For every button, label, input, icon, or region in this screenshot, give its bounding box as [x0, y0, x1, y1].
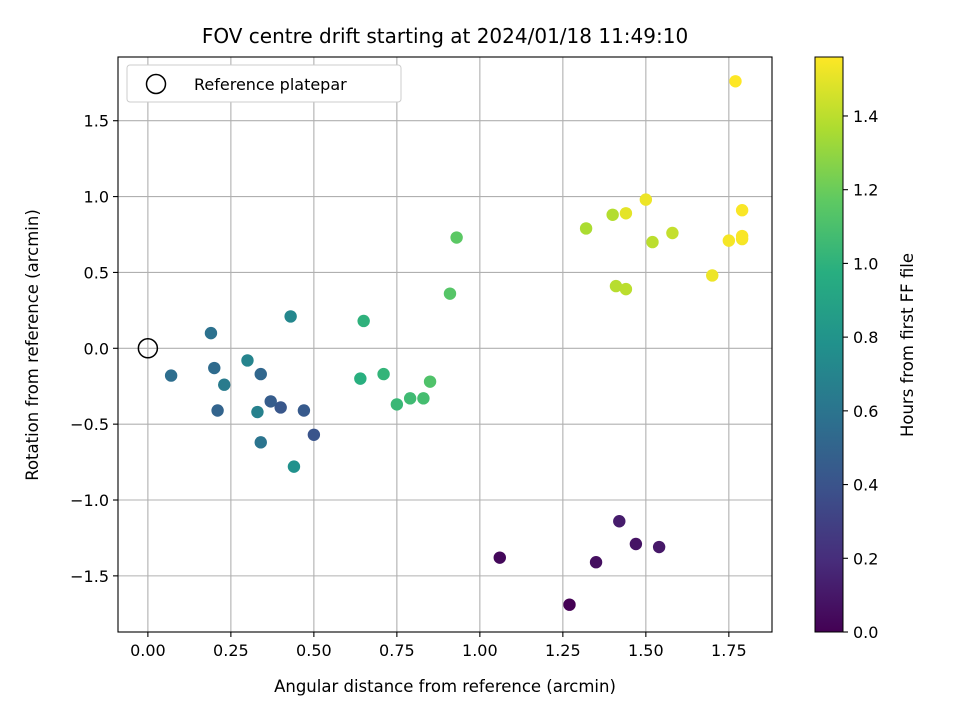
y-axis-ticks: −1.5 −1.0 −0.5 0.0 0.5 1.0 1.5: [70, 112, 118, 586]
chart-title: FOV centre drift starting at 2024/01/18 …: [202, 24, 688, 48]
plot-frame: [117, 56, 773, 633]
colorbar-gradient: [814, 56, 844, 633]
data-point: [287, 460, 301, 473]
x-tick-label: 0.00: [130, 641, 166, 660]
x-axis-ticks: 0.00 0.25 0.50 0.75 1.00 1.25 1.50 1.75: [130, 632, 747, 660]
data-point: [609, 279, 623, 293]
colorbar: 0.0 0.2 0.4 0.6 0.8 1.0 1.2 1.4 Hours from firs…: [814, 56, 917, 642]
colorbar-ticks: 0.0 0.2 0.4 0.6 0.8 1.0 1.2 1.4: [843, 107, 878, 642]
data-point: [450, 231, 463, 244]
colorbar-tick-label: 1.2: [853, 181, 878, 200]
x-tick-label: 0.50: [296, 641, 332, 660]
data-point: [274, 401, 287, 414]
data-point: [735, 229, 749, 243]
data-point: [579, 222, 593, 235]
data-point: [619, 207, 633, 220]
data-point: [254, 367, 267, 381]
data-point: [722, 234, 736, 247]
legend: Reference platepar: [126, 64, 402, 103]
data-point: [390, 398, 404, 411]
y-tick-label: 1.5: [84, 112, 109, 131]
x-tick-label: 0.75: [379, 641, 415, 660]
data-point: [204, 326, 218, 340]
legend-entry-reference: Reference platepar: [194, 75, 347, 94]
data-point: [443, 287, 457, 300]
colorbar-label: Hours from first FF file: [898, 253, 917, 437]
x-tick-label: 0.25: [213, 641, 249, 660]
colorbar-tick-label: 0.0: [853, 623, 878, 642]
data-point: [417, 392, 430, 405]
data-point: [251, 405, 264, 419]
colorbar-tick-label: 0.4: [853, 476, 878, 495]
data-point: [357, 314, 370, 328]
y-tick-label: 1.0: [84, 188, 109, 207]
colorbar-tick-label: 0.8: [853, 328, 878, 347]
x-tick-label: 1.25: [545, 641, 581, 660]
data-point: [652, 540, 666, 554]
grid: [118, 57, 772, 632]
y-axis-label: Rotation from reference (arcmin): [23, 209, 42, 481]
legend-marker: [145, 73, 167, 95]
data-point: [241, 354, 254, 367]
colorbar-tick-label: 0.6: [853, 402, 878, 421]
data-point: [264, 395, 277, 408]
y-tick-label: 0.0: [84, 339, 109, 358]
x-tick-label: 1.00: [462, 641, 498, 660]
data-point: [563, 598, 576, 611]
data-point: [589, 556, 603, 569]
data-point: [284, 310, 297, 323]
y-tick-label: −0.5: [70, 415, 109, 434]
x-axis-label: Angular distance from reference (arcmin): [274, 677, 616, 696]
y-tick-label: 0.5: [84, 263, 109, 282]
data-point: [619, 282, 633, 296]
data-point: [208, 361, 221, 375]
data-point: [307, 428, 321, 441]
data-point: [377, 367, 390, 381]
data-point: [164, 369, 178, 382]
y-tick-label: −1.0: [70, 491, 109, 510]
data-point: [729, 75, 742, 88]
reference-marker: [137, 338, 159, 359]
data-point: [629, 537, 643, 551]
data-point: [666, 226, 679, 240]
y-tick-label: −1.5: [70, 567, 109, 586]
colorbar-tick-label: 1.0: [853, 254, 878, 273]
data-point: [493, 551, 506, 564]
data-points: [164, 75, 749, 611]
data-point: [613, 515, 626, 528]
data-point: [354, 372, 367, 385]
data-point: [423, 375, 437, 388]
data-point: [403, 392, 417, 405]
data-point: [254, 436, 267, 449]
legend-box: [126, 64, 402, 103]
data-point: [639, 193, 653, 206]
data-point: [735, 204, 749, 217]
data-point: [706, 269, 719, 282]
colorbar-tick-label: 1.4: [853, 107, 878, 126]
x-tick-label: 1.50: [628, 641, 664, 660]
data-point: [218, 378, 231, 391]
data-point: [297, 404, 311, 417]
data-point: [646, 235, 659, 249]
data-point: [211, 404, 224, 417]
data-point: [606, 208, 619, 221]
colorbar-tick-label: 0.2: [853, 549, 878, 568]
x-tick-label: 1.75: [711, 641, 747, 660]
